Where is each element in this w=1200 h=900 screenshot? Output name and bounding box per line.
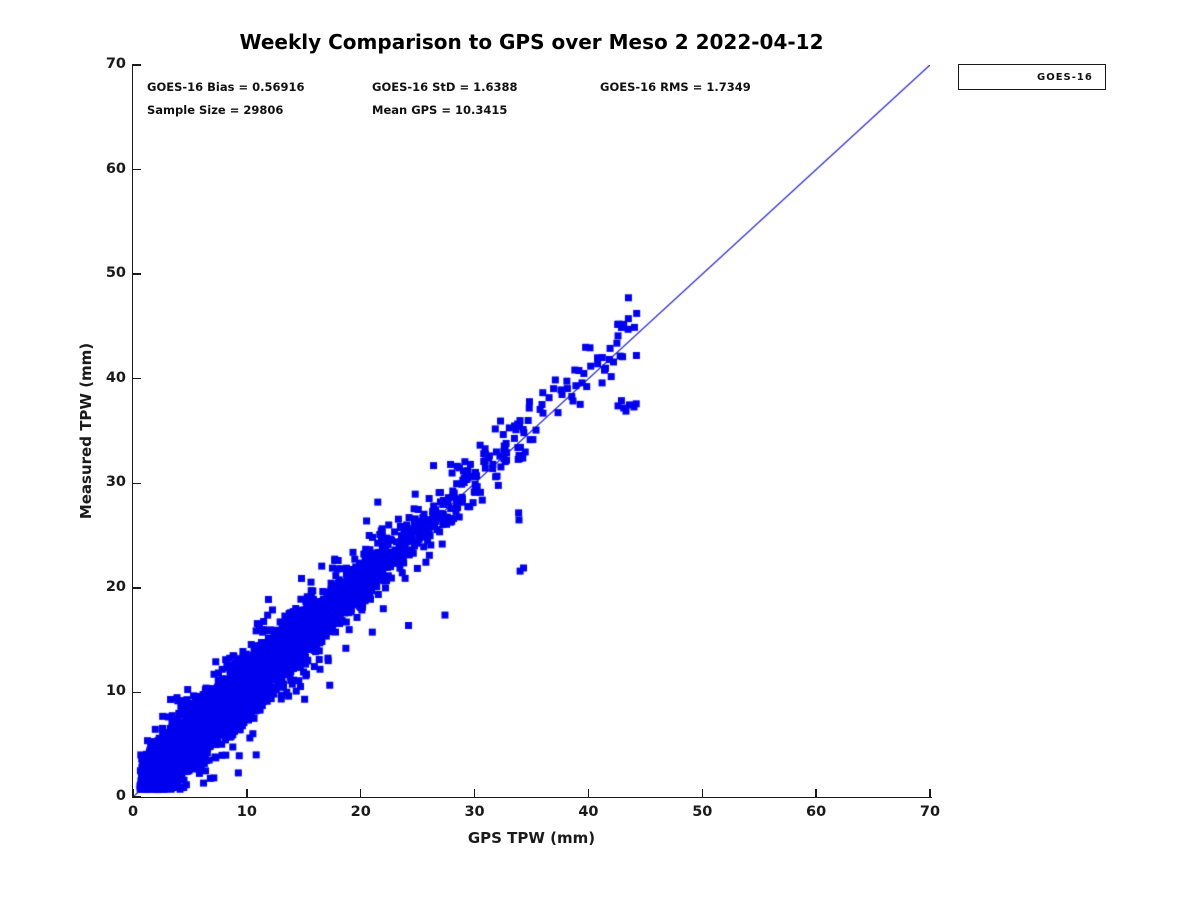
x-tick <box>132 789 134 797</box>
x-tick-label: 30 <box>464 804 485 820</box>
x-tick-label: 50 <box>692 804 713 820</box>
x-tick <box>929 789 931 797</box>
y-axis-line <box>131 64 133 798</box>
y-tick-label: 10 <box>105 683 126 700</box>
x-tick-label: 20 <box>350 804 371 820</box>
chart-title: Weekly Comparison to GPS over Meso 2 202… <box>239 30 824 54</box>
scatter-plot-area <box>133 65 930 797</box>
x-tick-label: 60 <box>806 804 827 820</box>
x-tick-label: 0 <box>127 804 139 820</box>
x-axis-title: GPS TPW (mm) <box>467 829 596 847</box>
y-tick-label: 20 <box>105 579 126 596</box>
x-tick <box>473 789 476 797</box>
y-tick <box>133 482 141 485</box>
y-tick-label: 60 <box>105 160 126 177</box>
legend-marker-square-icon <box>993 71 1005 83</box>
y-tick-label: 50 <box>105 265 126 282</box>
y-tick <box>133 587 141 589</box>
legend-label: GOES-16 <box>1037 71 1093 83</box>
y-axis-title: Measured TPW (mm) <box>77 342 95 520</box>
y-tick-label: 70 <box>105 56 126 73</box>
x-axis-line <box>131 796 932 798</box>
x-tick-label: 70 <box>919 804 941 820</box>
y-tick <box>133 273 141 275</box>
x-tick <box>701 789 704 797</box>
x-tick-label: 10 <box>236 804 257 820</box>
y-tick <box>133 168 141 171</box>
x-tick <box>587 789 590 797</box>
y-tick <box>133 64 141 66</box>
y-tick-label: 30 <box>105 474 126 491</box>
y-tick <box>133 377 141 380</box>
x-tick <box>359 789 362 797</box>
y-tick <box>133 691 141 694</box>
y-tick-label: 40 <box>105 369 126 386</box>
x-tick <box>246 789 248 797</box>
legend-box: GOES-16 <box>958 64 1106 90</box>
x-tick <box>815 789 817 797</box>
y-tick-label: 0 <box>115 788 126 805</box>
x-tick-label: 40 <box>578 804 599 820</box>
y-tick <box>133 796 141 798</box>
